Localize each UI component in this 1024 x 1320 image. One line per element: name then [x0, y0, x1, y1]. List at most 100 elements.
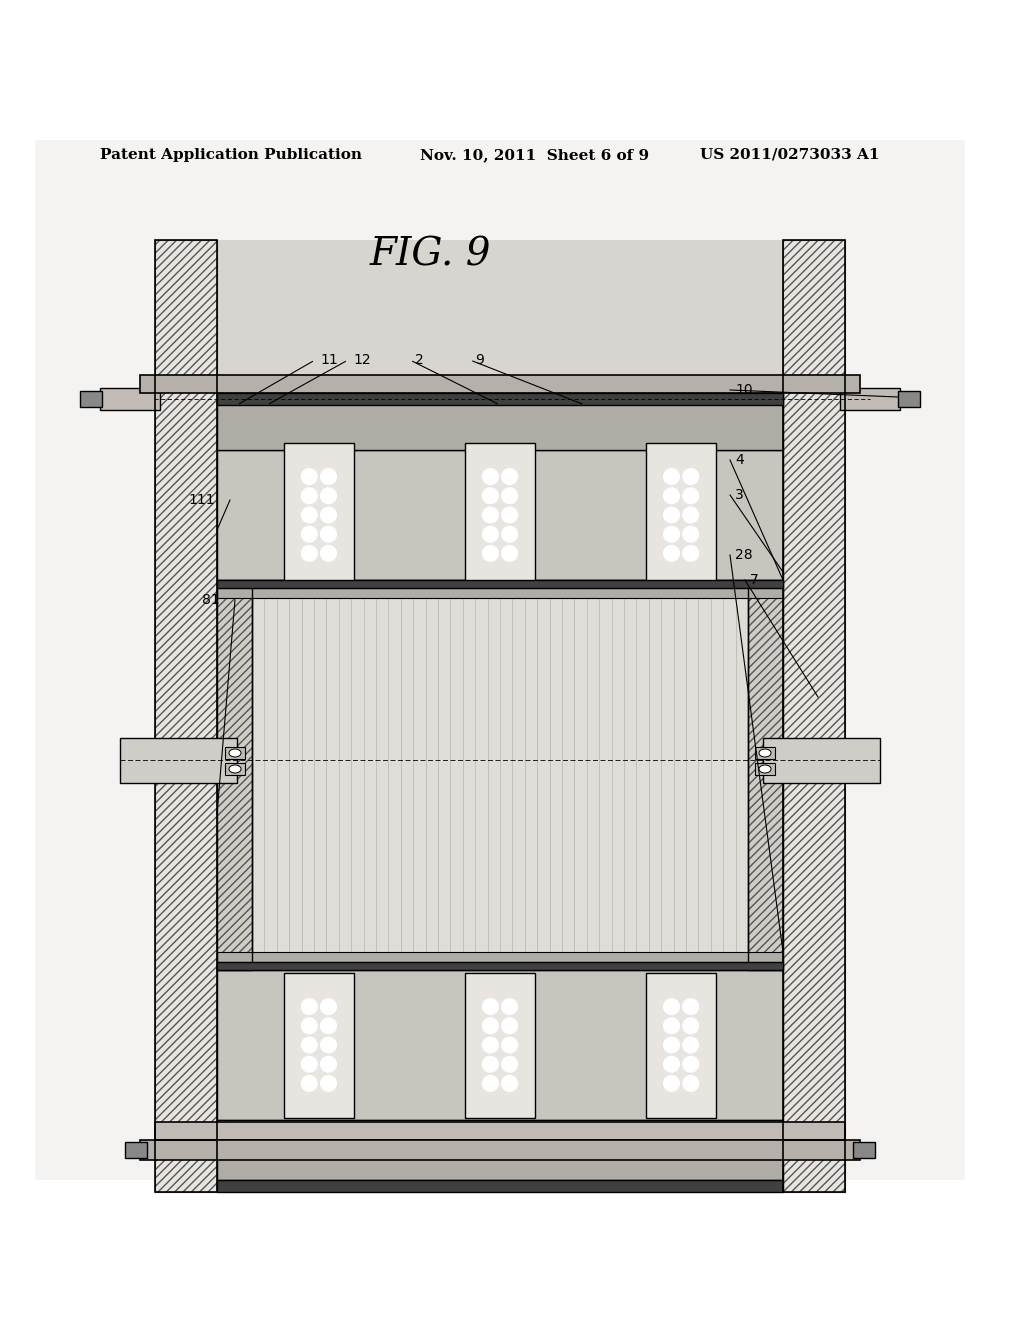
- Circle shape: [321, 1076, 337, 1092]
- Bar: [646, 442, 716, 587]
- Bar: [783, 240, 845, 1140]
- Circle shape: [683, 507, 698, 523]
- Circle shape: [321, 999, 337, 1015]
- Bar: [465, 442, 535, 587]
- Bar: [217, 450, 783, 579]
- Bar: [225, 763, 245, 775]
- Circle shape: [301, 507, 317, 523]
- Ellipse shape: [759, 766, 771, 774]
- Circle shape: [301, 1018, 317, 1034]
- Bar: [217, 1180, 783, 1192]
- Circle shape: [301, 545, 317, 561]
- Bar: [120, 738, 237, 783]
- Circle shape: [502, 1056, 517, 1072]
- Bar: [840, 388, 900, 411]
- Circle shape: [683, 469, 698, 484]
- Circle shape: [502, 488, 517, 504]
- Circle shape: [664, 1018, 680, 1034]
- Bar: [217, 393, 783, 405]
- Circle shape: [482, 507, 499, 523]
- Circle shape: [301, 527, 317, 543]
- Circle shape: [664, 1056, 680, 1072]
- Circle shape: [664, 999, 680, 1015]
- Circle shape: [664, 527, 680, 543]
- Circle shape: [502, 1018, 517, 1034]
- Text: 4: 4: [735, 453, 743, 467]
- Circle shape: [683, 527, 698, 543]
- Bar: [217, 952, 783, 962]
- Bar: [217, 579, 783, 587]
- Circle shape: [482, 999, 499, 1015]
- Text: 12: 12: [353, 352, 371, 367]
- Text: 10: 10: [735, 383, 753, 397]
- Circle shape: [321, 488, 337, 504]
- Circle shape: [321, 527, 337, 543]
- Bar: [748, 579, 783, 970]
- Circle shape: [321, 545, 337, 561]
- Bar: [155, 240, 845, 1140]
- Bar: [125, 1142, 147, 1158]
- Circle shape: [321, 469, 337, 484]
- Text: 11: 11: [319, 352, 338, 367]
- Bar: [755, 747, 775, 759]
- Circle shape: [321, 1038, 337, 1053]
- Bar: [783, 1140, 845, 1192]
- Circle shape: [683, 488, 698, 504]
- Bar: [252, 579, 748, 970]
- Text: 28: 28: [735, 548, 753, 562]
- Bar: [225, 747, 245, 759]
- Circle shape: [683, 1018, 698, 1034]
- Bar: [155, 240, 217, 1140]
- Text: 111: 111: [188, 492, 215, 507]
- Circle shape: [321, 1018, 337, 1034]
- Circle shape: [301, 999, 317, 1015]
- Circle shape: [482, 1018, 499, 1034]
- Circle shape: [301, 1076, 317, 1092]
- Bar: [646, 973, 716, 1118]
- Bar: [100, 388, 160, 411]
- Bar: [755, 763, 775, 775]
- Bar: [140, 1140, 860, 1160]
- Circle shape: [502, 1076, 517, 1092]
- Circle shape: [482, 527, 499, 543]
- Circle shape: [321, 1056, 337, 1072]
- Circle shape: [321, 507, 337, 523]
- Bar: [80, 391, 102, 407]
- Circle shape: [301, 1056, 317, 1072]
- Circle shape: [664, 1038, 680, 1053]
- Bar: [155, 240, 217, 1140]
- Bar: [763, 738, 880, 783]
- Bar: [748, 579, 783, 970]
- Bar: [217, 579, 252, 970]
- Bar: [140, 375, 860, 393]
- Bar: [898, 391, 920, 407]
- Text: 7: 7: [750, 573, 759, 587]
- Bar: [217, 970, 783, 1119]
- Circle shape: [683, 545, 698, 561]
- Circle shape: [502, 545, 517, 561]
- Ellipse shape: [229, 766, 241, 774]
- Circle shape: [482, 488, 499, 504]
- Circle shape: [502, 1038, 517, 1053]
- Text: Patent Application Publication: Patent Application Publication: [100, 148, 362, 162]
- Text: Nov. 10, 2011  Sheet 6 of 9: Nov. 10, 2011 Sheet 6 of 9: [420, 148, 649, 162]
- Bar: [284, 973, 354, 1118]
- Text: 3: 3: [735, 488, 743, 502]
- Circle shape: [664, 469, 680, 484]
- Bar: [217, 1119, 783, 1180]
- Bar: [217, 587, 783, 598]
- Bar: [217, 389, 783, 450]
- Circle shape: [301, 488, 317, 504]
- Bar: [853, 1142, 874, 1158]
- Ellipse shape: [759, 748, 771, 756]
- Circle shape: [301, 469, 317, 484]
- Bar: [465, 973, 535, 1118]
- Bar: [155, 1122, 845, 1140]
- Bar: [217, 962, 783, 970]
- Text: US 2011/0273033 A1: US 2011/0273033 A1: [700, 148, 880, 162]
- Circle shape: [683, 1038, 698, 1053]
- Circle shape: [301, 1038, 317, 1053]
- Text: 81: 81: [203, 593, 220, 607]
- Circle shape: [683, 1056, 698, 1072]
- Circle shape: [482, 1056, 499, 1072]
